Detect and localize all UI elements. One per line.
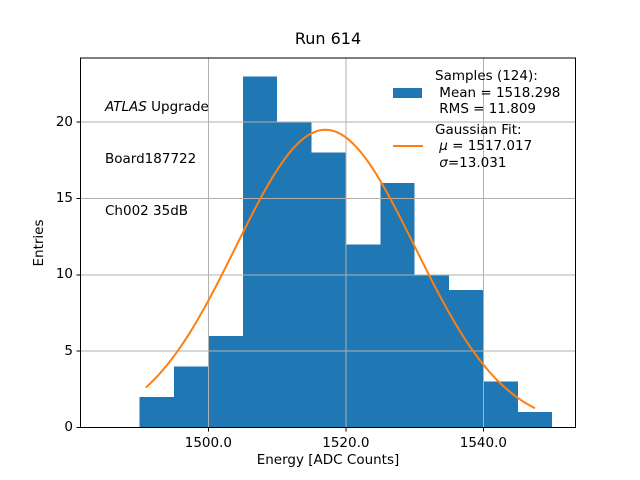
annotation-line-board: Board187722 xyxy=(105,151,197,168)
fit-line-swatch-icon xyxy=(393,145,423,148)
histogram-bar xyxy=(139,396,174,428)
legend-sigma-value: σ=13.031 xyxy=(435,155,560,172)
y-tick-label: 10 xyxy=(55,266,73,283)
mu-symbol: μ xyxy=(435,138,448,154)
legend: Samples (124): Mean = 1518.298 RMS = 11.… xyxy=(388,68,560,171)
plot-frame xyxy=(80,57,576,428)
annotation-block: ATLAS Upgrade Board187722 Ch002 35dB xyxy=(105,64,209,255)
x-tick-label: 1540.0 xyxy=(459,435,507,451)
y-tick-label: 5 xyxy=(64,342,73,359)
atlas-italic-label: ATLAS xyxy=(105,98,147,115)
legend-mean-value: Mean = 1518.298 xyxy=(435,84,561,101)
gaussian-fit-curve xyxy=(145,128,536,409)
sigma-symbol: σ xyxy=(435,154,448,171)
x-tick-label: 1500.0 xyxy=(184,435,232,451)
legend-entry-gaussian: Gaussian Fit: μ = 1517.017 σ=13.031 xyxy=(388,122,560,172)
legend-gaussian-header: Gaussian Fit: xyxy=(435,121,522,138)
histogram-bar xyxy=(483,381,518,428)
x-tick-label: 1520.0 xyxy=(322,435,370,451)
legend-mu-value: μ = 1517.017 xyxy=(435,138,560,155)
histogram-bar xyxy=(311,152,346,428)
y-axis-label: Entries xyxy=(31,219,47,267)
legend-rms-value: RMS = 11.809 xyxy=(435,101,537,117)
legend-entry-samples: Samples (124): Mean = 1518.298 RMS = 11.… xyxy=(388,68,560,118)
chart-title: Run 614 xyxy=(294,29,362,48)
annotation-line-channel: Ch002 35dB xyxy=(105,203,189,220)
annotation-line-experiment: ATLAS Upgrade xyxy=(105,99,209,116)
sigma-number: =13.031 xyxy=(447,154,507,171)
histogram-bar xyxy=(517,412,553,428)
y-tick-label: 0 xyxy=(64,419,73,435)
histogram-bar xyxy=(208,335,243,428)
histogram-swatch-icon xyxy=(393,87,422,98)
y-tick-label: 15 xyxy=(55,189,73,206)
histogram-bar xyxy=(174,366,209,428)
histogram-bar xyxy=(345,244,381,428)
legend-samples-header: Samples (124): xyxy=(435,68,538,84)
y-tick-label: 20 xyxy=(55,113,73,130)
x-axis-label: Energy [ADC Counts] xyxy=(256,452,400,468)
mu-number: = 1517.017 xyxy=(447,138,533,154)
upgrade-label: Upgrade xyxy=(146,98,209,115)
histogram-bar xyxy=(380,183,415,428)
histogram-bar xyxy=(242,76,278,428)
